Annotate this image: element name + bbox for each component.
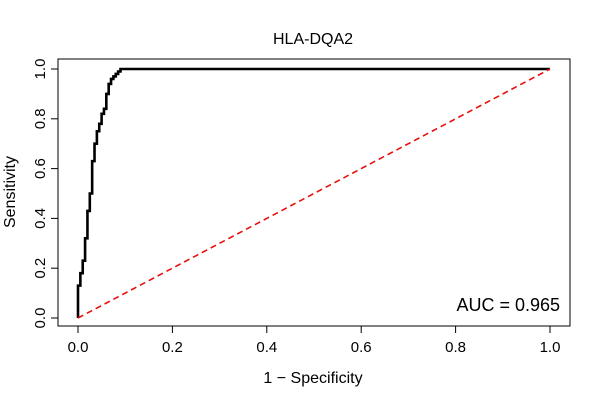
roc-curve — [76, 67, 550, 318]
x-axis: 0.0 0.2 0.4 0.6 0.8 1.0 — [68, 325, 561, 356]
y-axis: 0.0 0.2 0.4 0.6 0.8 1.0 — [32, 59, 59, 329]
x-axis-label: 1 − Specificity — [263, 370, 362, 387]
series-layer — [76, 67, 551, 319]
y-axis-label: Sensitivity — [2, 156, 19, 228]
x-tick-label: 0.2 — [162, 339, 183, 356]
y-tick-label: 1.0 — [32, 59, 49, 80]
y-tick-label: 0.4 — [32, 208, 49, 229]
x-tick-label: 0.8 — [445, 339, 466, 356]
y-tick-label: 0.6 — [32, 158, 49, 179]
y-tick-label: 0.8 — [32, 108, 49, 129]
x-tick-label: 0.6 — [351, 339, 372, 356]
chart-title: HLA-DQA2 — [273, 31, 353, 48]
x-tick-label: 0.4 — [256, 339, 277, 356]
y-tick-label: 0.0 — [32, 308, 49, 329]
y-tick-label: 0.2 — [32, 258, 49, 279]
x-tick-label: 0.0 — [68, 339, 89, 356]
auc-annotation: AUC = 0.965 — [456, 295, 560, 315]
plot-frame — [57, 58, 571, 327]
reference-diagonal-line — [77, 68, 551, 319]
x-tick-label: 1.0 — [540, 339, 561, 356]
